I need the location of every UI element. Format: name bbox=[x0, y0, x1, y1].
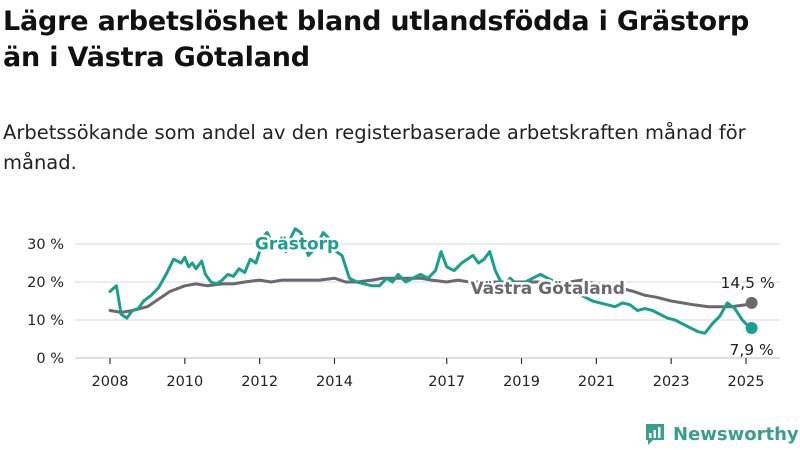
x-tick-label: 2017 bbox=[428, 374, 465, 390]
y-tick-label: 10 % bbox=[27, 313, 64, 329]
y-tick-label: 20 % bbox=[27, 275, 64, 291]
chart-subtitle: Arbetssökande som andel av den registerb… bbox=[3, 121, 746, 174]
x-axis: 2008 2010 2012 2014 2017 2019 2021 2023 2025 bbox=[92, 358, 765, 390]
series-line-vastra-gotaland bbox=[108, 276, 754, 314]
y-axis: 0 % 10 % 20 % 30 % bbox=[27, 237, 64, 367]
brand-logo[interactable]: Newsworthy bbox=[644, 420, 799, 448]
x-tick-label: 2019 bbox=[503, 374, 540, 390]
x-tick-label: 2023 bbox=[653, 374, 690, 390]
series-lines bbox=[108, 227, 758, 335]
x-tick-label: 2025 bbox=[728, 374, 765, 390]
y-tick-label: 0 % bbox=[36, 351, 64, 367]
y-tick-label: 30 % bbox=[27, 237, 64, 253]
series-labels: 7,9 % 14,5 % Grästorp Västra Götaland bbox=[252, 232, 775, 359]
annotation-vastra-gotaland: Västra Götaland bbox=[470, 279, 625, 299]
x-tick-label: 2021 bbox=[578, 374, 615, 390]
end-point-vastra-gotaland bbox=[745, 296, 758, 309]
x-tick-label: 2014 bbox=[316, 374, 353, 390]
chart-title: Lägre arbetslöshet bland utlandsfödda i … bbox=[3, 6, 750, 73]
brand-name: Newsworthy bbox=[673, 423, 799, 445]
x-tick-label: 2012 bbox=[241, 374, 278, 390]
series-line-grastorp bbox=[108, 227, 754, 335]
end-label-vastra-gotaland: 14,5 % bbox=[721, 274, 775, 292]
newsworthy-logo-icon bbox=[646, 424, 664, 445]
x-tick-label: 2008 bbox=[92, 374, 129, 390]
grid-lines bbox=[75, 243, 780, 359]
x-tick-label: 2010 bbox=[166, 374, 203, 390]
end-point-grastorp bbox=[745, 321, 758, 334]
end-label-grastorp: 7,9 % bbox=[729, 341, 773, 359]
annotation-grastorp: Grästorp bbox=[255, 234, 339, 254]
